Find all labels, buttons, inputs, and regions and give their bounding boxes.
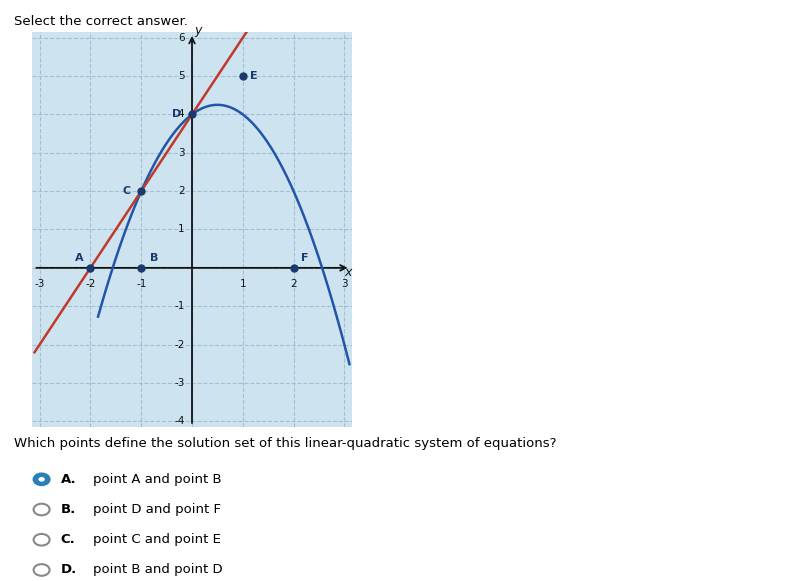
Text: point B and point D: point B and point D <box>93 564 222 576</box>
Text: 1: 1 <box>239 279 246 289</box>
Text: A.: A. <box>61 473 77 486</box>
Text: -3: -3 <box>174 378 184 388</box>
Text: -2: -2 <box>86 279 96 289</box>
Text: F: F <box>301 253 309 263</box>
Text: A: A <box>75 253 83 263</box>
Text: point C and point E: point C and point E <box>93 533 221 546</box>
Text: 1: 1 <box>178 224 184 235</box>
Text: C: C <box>123 186 131 196</box>
Text: -1: -1 <box>174 301 184 311</box>
Text: D.: D. <box>61 564 77 576</box>
Text: B: B <box>150 253 158 263</box>
Text: x: x <box>345 266 352 279</box>
Text: Which points define the solution set of this linear-quadratic system of equation: Which points define the solution set of … <box>14 437 557 450</box>
Text: C.: C. <box>61 533 75 546</box>
Text: -4: -4 <box>174 416 184 426</box>
Text: 3: 3 <box>178 148 184 158</box>
Text: y: y <box>194 24 202 37</box>
Text: 2: 2 <box>178 186 184 196</box>
Text: -2: -2 <box>174 339 184 350</box>
Text: -1: -1 <box>136 279 146 289</box>
Text: D: D <box>172 109 182 120</box>
Text: 5: 5 <box>178 71 184 81</box>
Text: E: E <box>250 71 258 81</box>
Text: 4: 4 <box>178 109 184 120</box>
Text: Select the correct answer.: Select the correct answer. <box>14 15 188 27</box>
Text: -3: -3 <box>34 279 45 289</box>
Text: 2: 2 <box>290 279 297 289</box>
Text: 3: 3 <box>341 279 348 289</box>
Text: point A and point B: point A and point B <box>93 473 222 486</box>
Text: B.: B. <box>61 503 76 516</box>
Text: 6: 6 <box>178 33 184 43</box>
Text: point D and point F: point D and point F <box>93 503 221 516</box>
